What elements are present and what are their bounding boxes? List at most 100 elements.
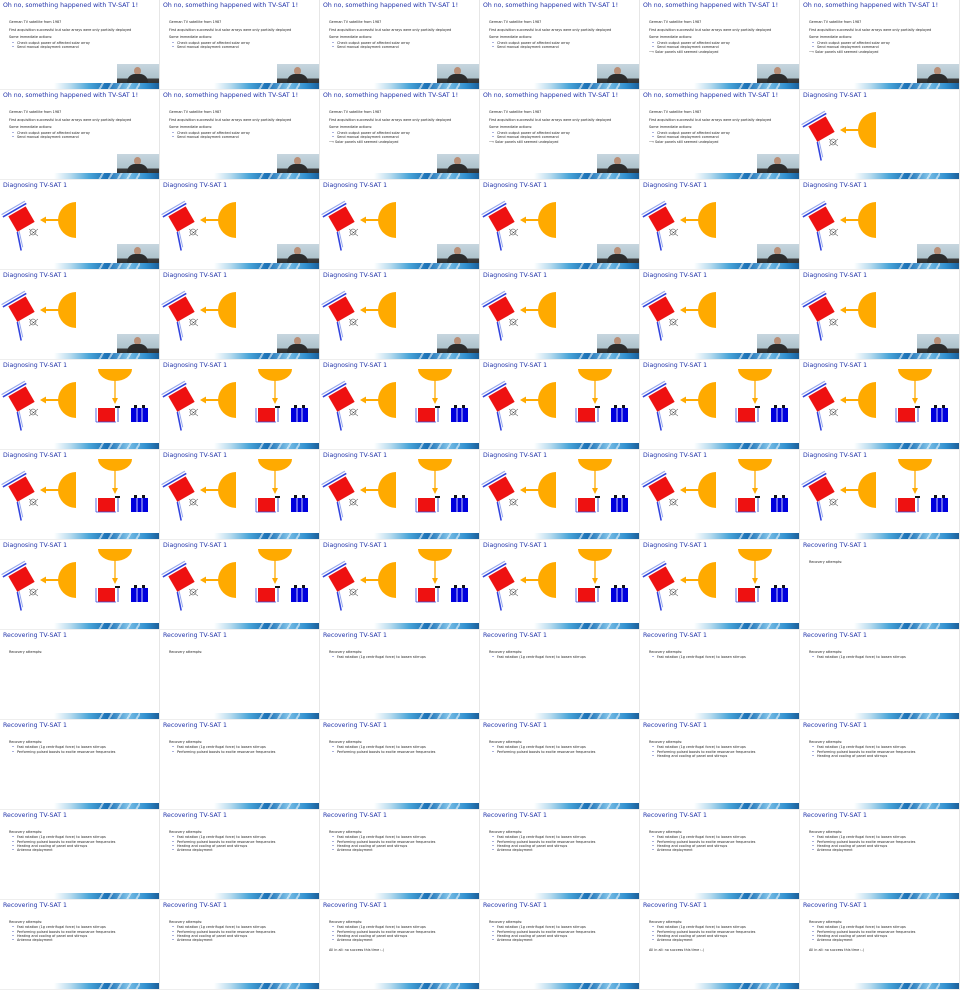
slide-thumbnail[interactable]: Recovering TV-SAT 1 Recovery attempts:Fas… — [640, 810, 800, 900]
slide-thumbnail[interactable]: Diagnosing TV-SAT 1 — [0, 180, 160, 270]
slide-thumbnail[interactable]: Recovering TV-SAT 1 Recovery attempts:Fas… — [480, 630, 640, 720]
slide-thumbnail[interactable]: Recovering TV-SAT 1 Recovery attempts:Fas… — [0, 900, 160, 990]
slide-thumbnail[interactable]: Recovering TV-SAT 1 Recovery attempts:Fas… — [0, 810, 160, 900]
slide-thumbnail[interactable]: Diagnosing TV-SAT 1 — [0, 270, 160, 360]
slide-thumbnail[interactable]: Oh no, something happened with TV-SAT 1!… — [640, 90, 800, 180]
slide-thumbnail[interactable]: Oh no, something happened with TV-SAT 1!… — [0, 90, 160, 180]
slide-thumbnail[interactable]: Diagnosing TV-SAT 1 — [640, 450, 800, 540]
slide-thumbnail[interactable]: Recovering TV-SAT 1 Recovery attempts:Fas… — [800, 630, 960, 720]
slide-thumbnail[interactable]: Oh no, something happened with TV-SAT 1!… — [640, 0, 800, 90]
slide-thumbnail[interactable]: Recovering TV-SAT 1 Recovery attempts:Fas… — [800, 900, 960, 990]
attempts-label: Recovery attempts: — [169, 830, 203, 834]
slide-thumbnail[interactable]: Diagnosing TV-SAT 1 — [160, 450, 320, 540]
slide-thumbnail[interactable]: Diagnosing TV-SAT 1 — [800, 270, 960, 360]
slide-thumbnail[interactable]: Recovering TV-SAT 1 Recovery attempts:Fas… — [320, 630, 480, 720]
slide-thumbnail[interactable]: Diagnosing TV-SAT 1 — [0, 450, 160, 540]
slide-thumbnail[interactable]: Diagnosing TV-SAT 1 — [320, 180, 480, 270]
slide-thumbnail[interactable]: Diagnosing TV-SAT 1 — [160, 180, 320, 270]
institute-logo — [52, 167, 59, 179]
converter-terminal — [595, 406, 600, 408]
slide-thumbnail[interactable]: Recovering TV-SAT 1 Recovery attempts:Fas… — [480, 720, 640, 810]
slide-thumbnail[interactable]: Diagnosing TV-SAT 1 — [320, 360, 480, 450]
footer-banner — [160, 173, 319, 179]
footer-banner — [640, 713, 799, 719]
converter-box — [98, 588, 115, 602]
satellite-body — [8, 206, 35, 232]
slide-thumbnail[interactable]: Recovering TV-SAT 1 Recovery attempts: — [800, 540, 960, 630]
slide-thumbnail[interactable]: Diagnosing TV-SAT 1 — [480, 450, 640, 540]
slide-thumbnail[interactable]: Diagnosing TV-SAT 1 — [160, 360, 320, 450]
institute-logo — [52, 797, 59, 809]
result-text: Solar panels still seemed undeployed — [334, 139, 399, 144]
action-item: Send manual deployment command — [812, 45, 931, 50]
sun-top — [578, 549, 612, 561]
attempt-item: Heating and cooling of panel and stirrup… — [812, 844, 915, 849]
slide-thumbnail[interactable]: Diagnosing TV-SAT 1 — [160, 270, 320, 360]
result-text: Solar panels still seemed undeployed — [814, 49, 879, 54]
footer-banner — [640, 353, 799, 359]
slide-title: Diagnosing TV-SAT 1 — [323, 452, 388, 459]
slide-thumbnail[interactable]: Diagnosing TV-SAT 1 — [480, 540, 640, 630]
slide-thumbnail[interactable]: Diagnosing TV-SAT 1 — [0, 540, 160, 630]
slide-thumbnail[interactable]: Recovering TV-SAT 1 Recovery attempts:Fas… — [320, 900, 480, 990]
converter-terminal — [915, 496, 920, 498]
slide-thumbnail[interactable]: Recovering TV-SAT 1 Recovery attempts:Fas… — [640, 720, 800, 810]
slide-thumbnail[interactable]: Oh no, something happened with TV-SAT 1!… — [320, 0, 480, 90]
slide-thumbnail[interactable]: Diagnosing TV-SAT 1 — [320, 540, 480, 630]
footer-banner — [320, 353, 479, 359]
slide-thumbnail[interactable]: Recovering TV-SAT 1 Recovery attempts:Fas… — [160, 900, 320, 990]
slide-thumbnail[interactable]: Oh no, something happened with TV-SAT 1!… — [160, 0, 320, 90]
slide-thumbnail[interactable]: Recovering TV-SAT 1 Recovery attempts:Fas… — [160, 720, 320, 810]
slide-thumbnail[interactable]: Recovering TV-SAT 1 Recovery attempts:Fas… — [0, 720, 160, 810]
body-line: First acquisition successful but solar a… — [649, 117, 772, 122]
footer-banner — [160, 533, 319, 539]
slide-thumbnail[interactable]: Diagnosing TV-SAT 1 — [480, 180, 640, 270]
sun-top — [738, 459, 772, 471]
solar-panel-arm — [336, 411, 342, 431]
slide-thumbnail[interactable]: Diagnosing TV-SAT 1 — [320, 270, 480, 360]
slide-body: German TV satellite from 1987 First acqui… — [649, 20, 771, 54]
slide-thumbnail[interactable]: Recovering TV-SAT 1 Recovery attempts: — [160, 630, 320, 720]
slide-thumbnail[interactable]: Recovering TV-SAT 1 Recovery attempts:Fas… — [320, 720, 480, 810]
slide-thumbnail[interactable]: Diagnosing TV-SAT 1 — [160, 540, 320, 630]
slide-thumbnail[interactable]: Recovering TV-SAT 1 Recovery attempts:Fas… — [640, 900, 800, 990]
antenna-dish — [829, 138, 837, 146]
slide-thumbnail[interactable]: Diagnosing TV-SAT 1 — [640, 360, 800, 450]
satellite-body — [808, 386, 835, 412]
slide-thumbnail[interactable]: Recovering TV-SAT 1 Recovery attempts:Fas… — [800, 810, 960, 900]
slide-thumbnail[interactable]: Recovering TV-SAT 1 Recovery attempts:Fas… — [160, 810, 320, 900]
sun-down-arrow-head — [432, 488, 438, 494]
slide-thumbnail[interactable]: Oh no, something happened with TV-SAT 1!… — [480, 0, 640, 90]
right-arrow-icon: ⟶ — [489, 139, 495, 144]
result-line: ⟶ Solar panels still seemed undeployed — [649, 140, 771, 144]
slide-thumbnail[interactable]: Recovering TV-SAT 1 Recovery attempts:Fas… — [480, 810, 640, 900]
slide-thumbnail[interactable]: Oh no, something happened with TV-SAT 1!… — [160, 90, 320, 180]
slide-thumbnail[interactable]: Diagnosing TV-SAT 1 — [480, 270, 640, 360]
slide-thumbnail[interactable]: Recovering TV-SAT 1 Recovery attempts:Fas… — [800, 720, 960, 810]
antenna-dish — [29, 228, 37, 236]
solar-panel-arm-2 — [818, 230, 824, 248]
slide-thumbnail[interactable]: Diagnosing TV-SAT 1 — [480, 360, 640, 450]
slide-thumbnail[interactable]: Recovering TV-SAT 1 Recovery attempts:Fas… — [640, 630, 800, 720]
slide-thumbnail[interactable]: Oh no, something happened with TV-SAT 1!… — [800, 0, 960, 90]
slide-thumbnail[interactable]: Recovering TV-SAT 1 Recovery attempts: — [0, 630, 160, 720]
satellite-body — [488, 566, 515, 592]
slide-thumbnail[interactable]: Diagnosing TV-SAT 1 — [800, 180, 960, 270]
institute-logo — [372, 707, 379, 719]
slide-thumbnail[interactable]: Recovering TV-SAT 1 Recovery attempts:Fas… — [480, 900, 640, 990]
slide-thumbnail[interactable]: Oh no, something happened with TV-SAT 1!… — [320, 90, 480, 180]
slide-thumbnail[interactable]: Oh no, something happened with TV-SAT 1!… — [480, 90, 640, 180]
slide-thumbnail[interactable]: Diagnosing TV-SAT 1 — [800, 90, 960, 180]
slide-thumbnail[interactable]: Diagnosing TV-SAT 1 — [0, 360, 160, 450]
slide-body: Recovery attempts:Fast rotation (1g cent… — [169, 740, 275, 754]
attempts-label: Recovery attempts: — [489, 920, 523, 924]
slide-thumbnail[interactable]: Diagnosing TV-SAT 1 — [800, 450, 960, 540]
slide-thumbnail[interactable]: Diagnosing TV-SAT 1 — [800, 360, 960, 450]
slide-thumbnail[interactable]: Diagnosing TV-SAT 1 — [320, 450, 480, 540]
slide-thumbnail[interactable]: Oh no, something happened with TV-SAT 1!… — [0, 0, 160, 90]
slide-thumbnail[interactable]: Diagnosing TV-SAT 1 — [640, 180, 800, 270]
slide-thumbnail[interactable]: Diagnosing TV-SAT 1 — [640, 540, 800, 630]
slide-thumbnail[interactable]: Recovering TV-SAT 1 Recovery attempts:Fas… — [320, 810, 480, 900]
slide-thumbnail[interactable]: Diagnosing TV-SAT 1 — [640, 270, 800, 360]
antenna-line-2 — [348, 498, 359, 507]
